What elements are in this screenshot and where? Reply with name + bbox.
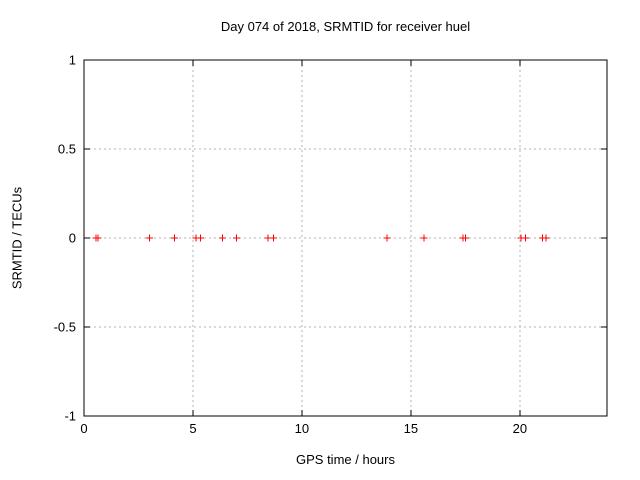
data-point-marker xyxy=(521,234,529,242)
y-axis-label-text: SRMTID / TECUs xyxy=(9,186,25,290)
y-tick-label: 0.5 xyxy=(58,142,76,157)
y-tick-label: -0.5 xyxy=(54,320,76,335)
data-point-marker xyxy=(218,234,226,242)
y-tick-label: -1 xyxy=(64,409,76,424)
x-tick-label: 20 xyxy=(513,421,527,436)
data-point-marker xyxy=(270,234,278,242)
x-tick-label: 0 xyxy=(80,421,87,436)
data-point-marker xyxy=(197,234,205,242)
tick-labels: 0 5 10 15 20 1 0.5 0 -0.5 -1 xyxy=(54,53,527,437)
chart-title: Day 074 of 2018, SRMTID for receiver hue… xyxy=(220,19,471,34)
x-axis-label: GPS time / hours xyxy=(296,452,395,467)
x-tick-label: 15 xyxy=(404,421,418,436)
data-point-marker xyxy=(145,234,153,242)
x-tick-label: 10 xyxy=(295,421,309,436)
y-tick-label: 1 xyxy=(69,53,76,68)
data-point-marker xyxy=(94,234,102,242)
data-point-marker xyxy=(233,234,241,242)
tick-marks xyxy=(83,59,607,417)
data-points xyxy=(92,234,550,242)
data-point-marker xyxy=(461,234,469,242)
data-point-marker xyxy=(170,234,178,242)
data-point-marker xyxy=(420,234,428,242)
data-point-marker xyxy=(542,234,550,242)
y-tick-label: 0 xyxy=(69,231,76,246)
data-point-marker xyxy=(383,234,391,242)
x-tick-label: 5 xyxy=(189,421,196,436)
